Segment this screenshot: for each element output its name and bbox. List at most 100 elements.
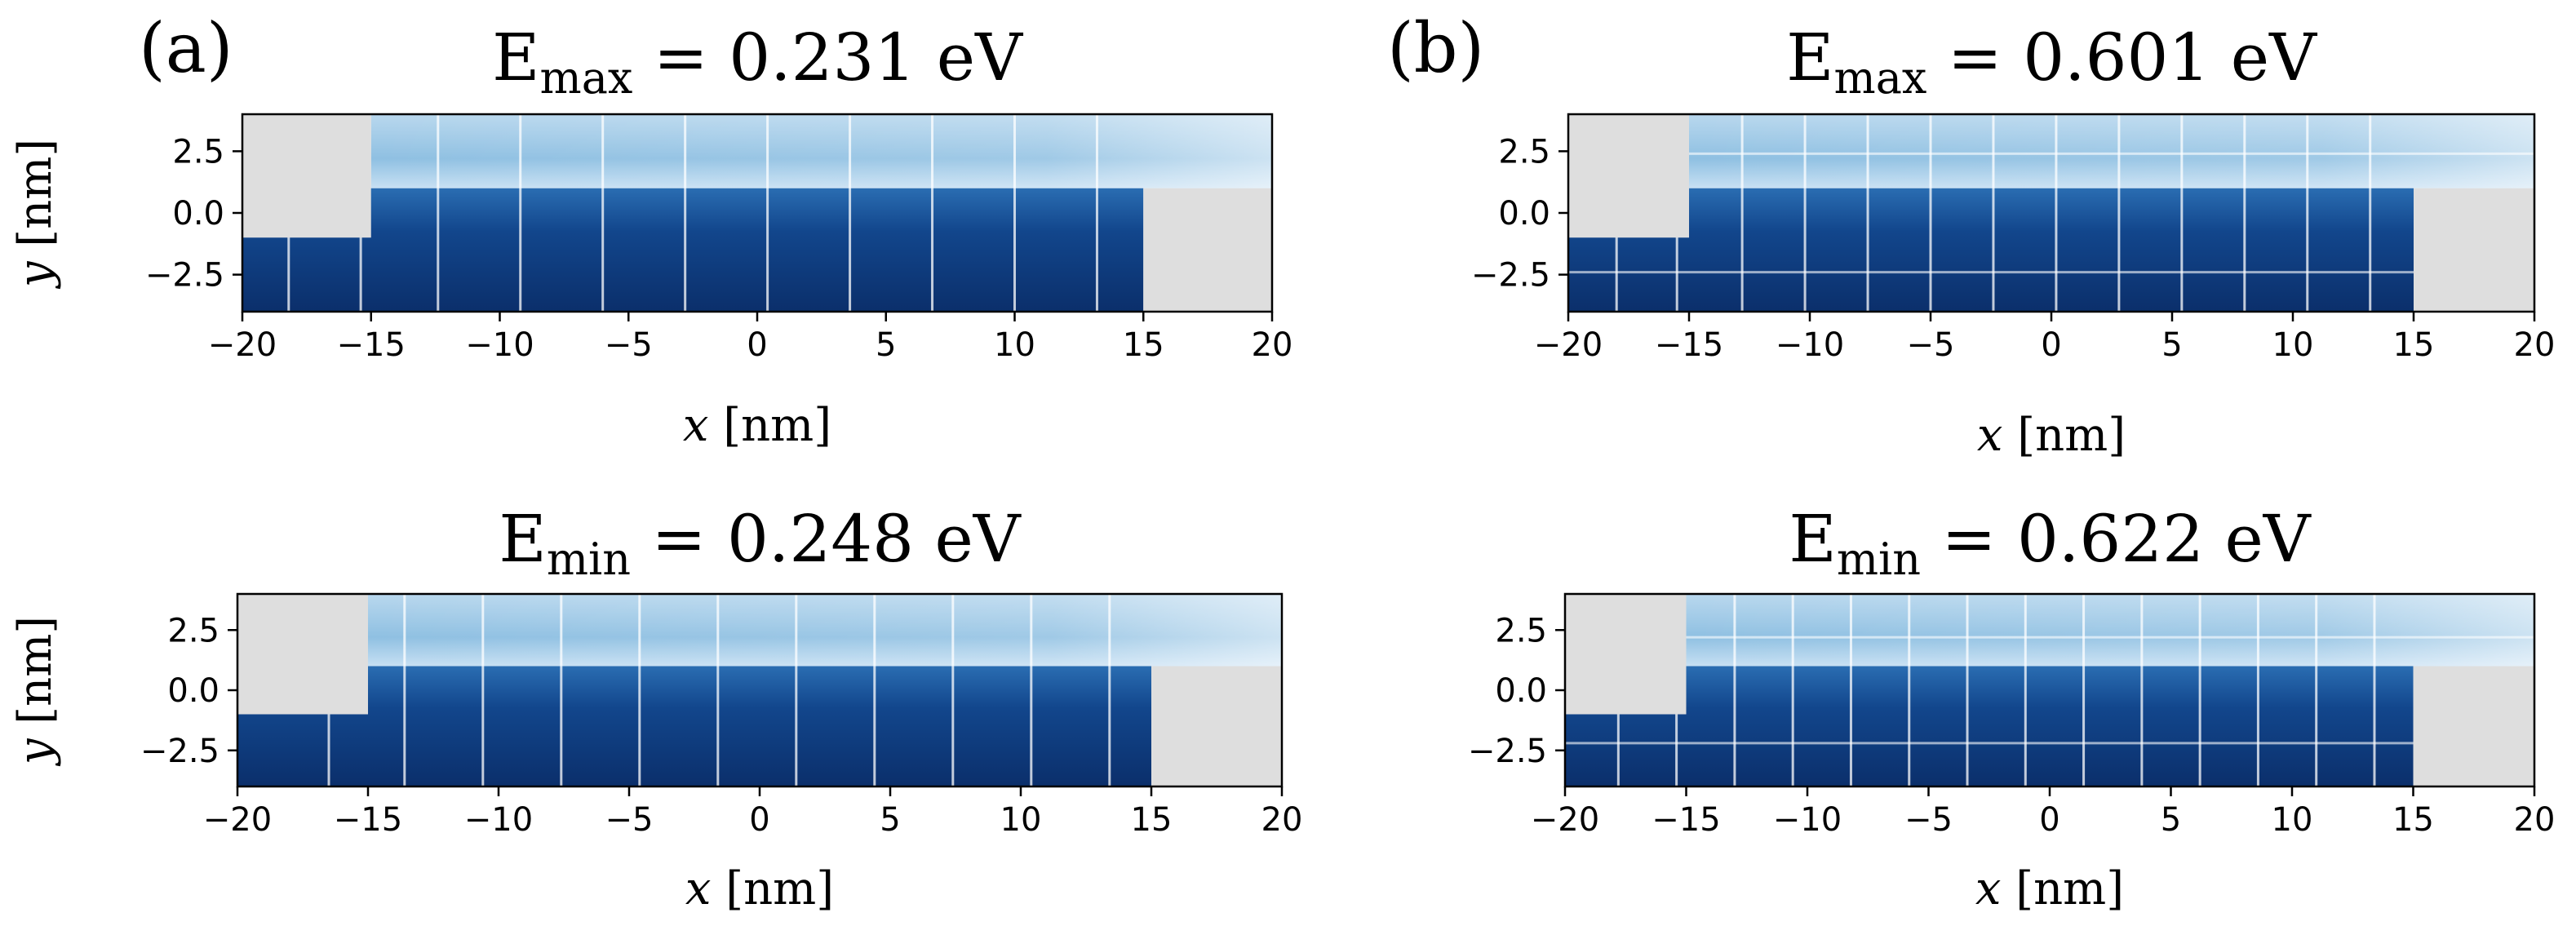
x-tick-label: 5 xyxy=(880,801,900,839)
x-tick-label: −15 xyxy=(1652,801,1720,839)
title-value: = 0.601 eV xyxy=(1926,20,2317,95)
title-subscript: max xyxy=(1834,52,1927,104)
x-tick-label: 5 xyxy=(2161,801,2181,839)
y-tick-label: −2.5 xyxy=(140,733,219,770)
y-axis-label: y [nm] xyxy=(9,139,62,290)
title-symbol: E xyxy=(499,501,546,577)
x-tick-label: −10 xyxy=(1776,326,1844,364)
x-tick-label: −15 xyxy=(334,801,402,839)
y-tick-label: 0.0 xyxy=(1495,672,1547,710)
y-tick-label: 0.0 xyxy=(1498,195,1550,233)
x-tick-label: −10 xyxy=(1773,801,1842,839)
panel-label-b: (b) xyxy=(1387,8,1484,88)
y-axis-unit: [nm] xyxy=(9,616,62,739)
x-tick-label: 0 xyxy=(2039,801,2059,839)
title-symbol: E xyxy=(1786,20,1833,95)
x-tick-label: 5 xyxy=(2161,326,2182,364)
upper-channel-fade xyxy=(1689,114,2534,188)
x-tick-label: 0 xyxy=(2041,326,2061,364)
x-axis-label: x [nm] xyxy=(685,862,834,915)
x-tick-label: 10 xyxy=(1000,801,1042,839)
x-tick-label: −5 xyxy=(605,326,653,364)
blocked-region xyxy=(1151,666,1282,786)
panel-label-a: (a) xyxy=(139,8,233,88)
x-tick-label: −5 xyxy=(605,801,654,839)
lower-channel xyxy=(242,188,1144,312)
y-tick-label: 2.5 xyxy=(1498,133,1550,171)
blocked-region xyxy=(1143,188,1272,312)
title-subscript: min xyxy=(1837,534,1921,585)
heatmap-panel-1: −20 −15 −10 −5 0 5 10 15 20 2.5 0.0 −2.5 Emax = 0.60… xyxy=(1471,20,2556,462)
chart-title: Emax = 0.231 eV xyxy=(492,20,1023,104)
plot-area xyxy=(1568,114,2534,312)
x-tick-label: −5 xyxy=(1907,326,1955,364)
y-axis-unit: [nm] xyxy=(9,139,62,262)
x-axis-label: x [nm] xyxy=(683,399,831,452)
heatmap-panel-0: −20 −15 −10 −5 0 5 10 15 20 2.5 0.0 −2.5 Emax = 0.23… xyxy=(9,20,1292,452)
plot-area xyxy=(237,594,1282,786)
upper-channel-fade xyxy=(368,594,1282,667)
x-tick-label: −20 xyxy=(208,326,277,364)
heatmap-panel-3: −20 −15 −10 −5 0 5 10 15 20 2.5 0.0 −2.5 Emin = 0.62… xyxy=(1468,501,2556,915)
y-axis-var: y xyxy=(9,738,62,767)
x-tick-label: 20 xyxy=(1252,326,1293,364)
title-subscript: min xyxy=(547,534,631,585)
blocked-region xyxy=(2414,188,2534,312)
x-tick-label: 5 xyxy=(876,326,896,364)
blocked-region xyxy=(1565,594,1687,715)
plot-area xyxy=(1565,594,2534,786)
x-axis-label: x [nm] xyxy=(1977,409,2126,462)
y-tick-label: 2.5 xyxy=(172,133,224,171)
lower-channel xyxy=(237,666,1151,786)
x-axis-var: x xyxy=(1975,862,2002,915)
x-tick-label: 0 xyxy=(747,326,767,364)
y-tick-label: 0.0 xyxy=(172,195,224,233)
blocked-region xyxy=(1568,114,1689,238)
x-axis-var: x xyxy=(683,399,709,452)
x-tick-label: 10 xyxy=(2272,326,2314,364)
y-tick-label: 2.5 xyxy=(1495,612,1547,649)
x-tick-label: 15 xyxy=(2393,326,2435,364)
blocked-region xyxy=(2413,666,2534,786)
title-value: = 0.248 eV xyxy=(631,501,1022,577)
x-tick-label: 15 xyxy=(1123,326,1164,364)
y-axis-var: y xyxy=(9,260,62,290)
y-tick-label: 2.5 xyxy=(167,612,219,649)
x-tick-label: −15 xyxy=(1655,326,1723,364)
x-axis-unit: [nm] xyxy=(2001,862,2124,915)
x-axis-unit: [nm] xyxy=(2002,409,2126,462)
upper-channel-fade xyxy=(1686,594,2534,667)
title-value: = 0.231 eV xyxy=(632,20,1023,95)
title-subscript: max xyxy=(540,52,633,104)
x-axis-var: x xyxy=(685,862,712,915)
plot-area xyxy=(242,114,1272,312)
x-axis-label: x [nm] xyxy=(1975,862,2124,915)
x-tick-label: −5 xyxy=(1904,801,1953,839)
lower-channel xyxy=(1568,188,2414,312)
title-value: = 0.622 eV xyxy=(1921,501,2312,577)
x-tick-label: 0 xyxy=(749,801,769,839)
x-tick-label: 15 xyxy=(2392,801,2434,839)
x-tick-label: 15 xyxy=(1131,801,1173,839)
y-axis-label: y [nm] xyxy=(9,616,62,767)
x-tick-label: −20 xyxy=(1531,801,1599,839)
y-tick-label: −2.5 xyxy=(145,257,224,295)
x-tick-label: −20 xyxy=(1534,326,1603,364)
x-tick-label: −10 xyxy=(464,801,533,839)
x-tick-label: 10 xyxy=(2272,801,2313,839)
x-axis-unit: [nm] xyxy=(708,399,831,452)
x-tick-label: −20 xyxy=(203,801,272,839)
x-tick-label: 10 xyxy=(994,326,1035,364)
blocked-region xyxy=(237,594,368,715)
upper-channel-fade xyxy=(370,114,1272,188)
y-tick-label: −2.5 xyxy=(1468,733,1547,770)
x-axis-unit: [nm] xyxy=(711,862,834,915)
y-tick-label: −2.5 xyxy=(1471,257,1550,295)
blocked-region xyxy=(242,114,371,238)
x-tick-label: 20 xyxy=(1261,801,1303,839)
title-symbol: E xyxy=(1789,501,1836,577)
chart-title: Emin = 0.248 eV xyxy=(499,501,1021,585)
chart-title: Emin = 0.622 eV xyxy=(1789,501,2311,585)
x-axis-var: x xyxy=(1977,409,2003,462)
